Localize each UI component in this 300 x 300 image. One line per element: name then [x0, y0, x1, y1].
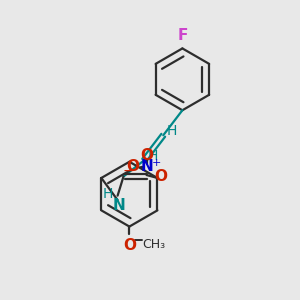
- Text: H: H: [103, 187, 113, 201]
- Text: +: +: [152, 158, 161, 168]
- Text: N: N: [140, 159, 153, 174]
- Text: O: O: [123, 238, 136, 253]
- Text: N: N: [112, 198, 125, 213]
- Text: O: O: [154, 169, 167, 184]
- Text: −: −: [122, 164, 134, 178]
- Text: F: F: [177, 28, 188, 43]
- Text: O: O: [140, 148, 153, 164]
- Text: H: H: [147, 149, 158, 163]
- Text: CH₃: CH₃: [142, 238, 166, 251]
- Text: O: O: [127, 159, 140, 174]
- Text: H: H: [166, 124, 177, 138]
